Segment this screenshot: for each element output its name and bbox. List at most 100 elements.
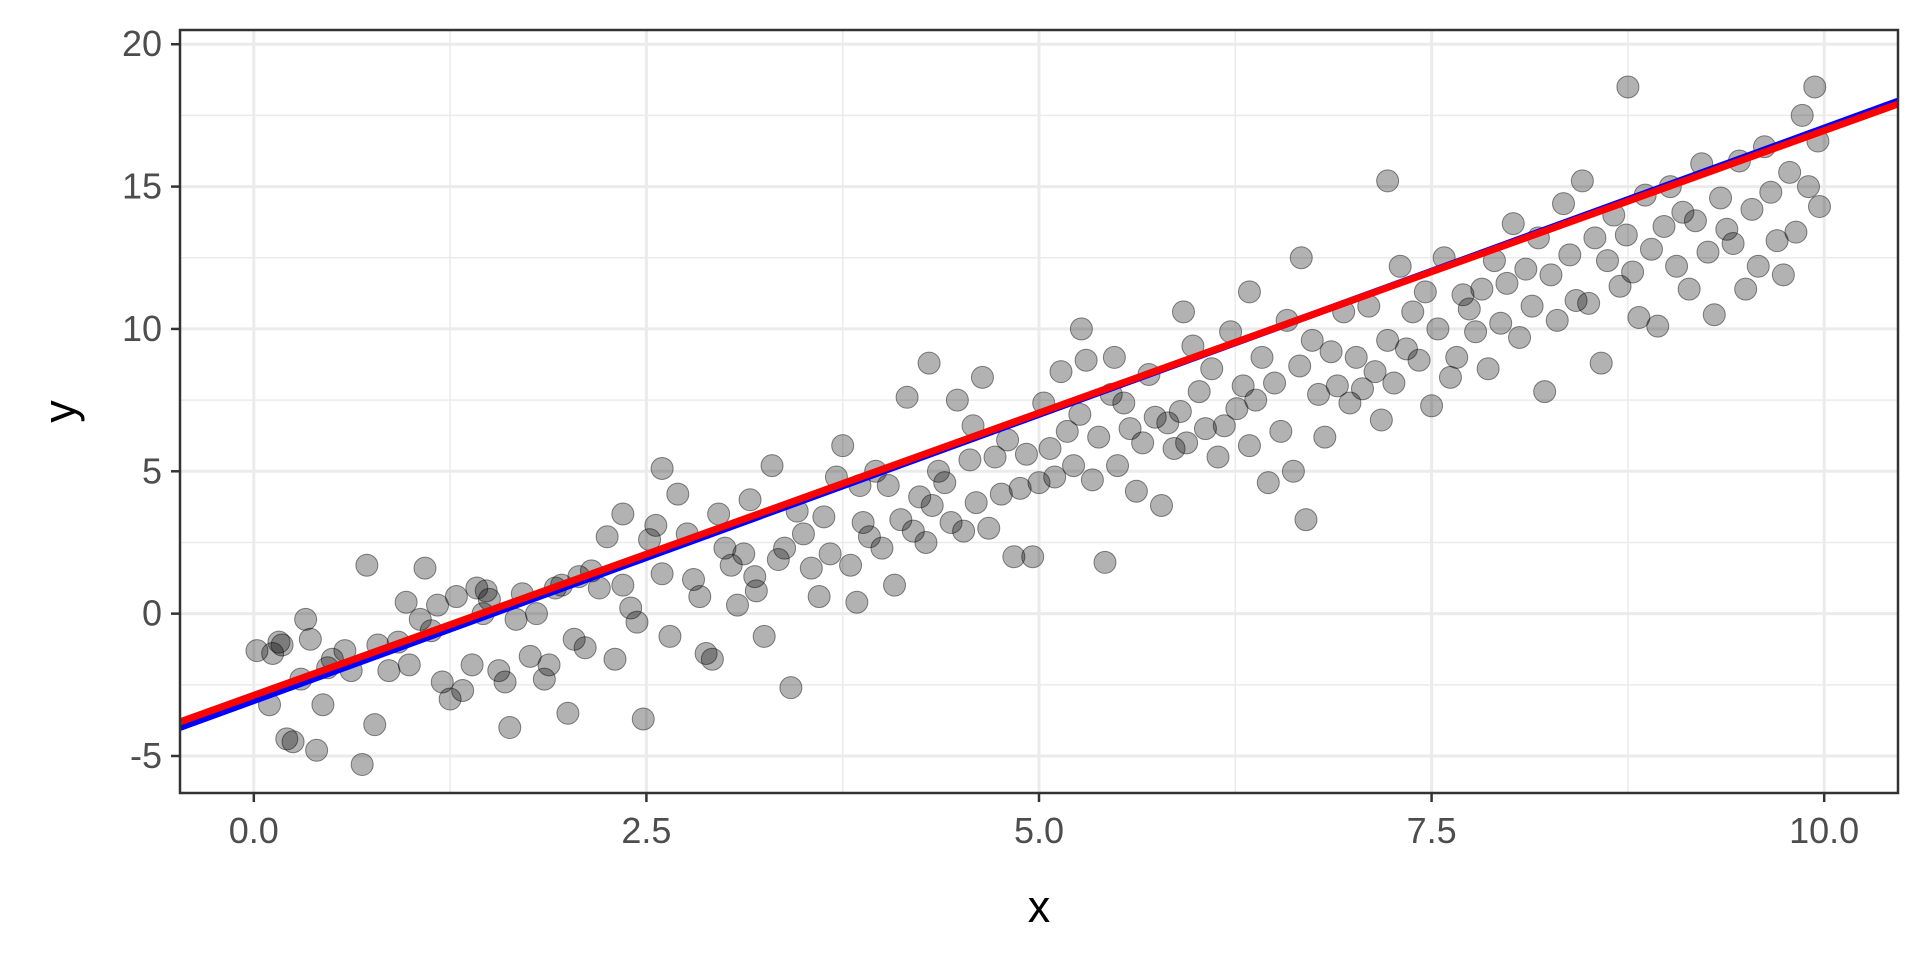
data-point bbox=[1344, 345, 1368, 369]
data-point bbox=[1074, 348, 1098, 372]
data-point bbox=[732, 542, 756, 566]
data-point bbox=[267, 630, 291, 654]
data-point bbox=[989, 482, 1013, 506]
data-point bbox=[945, 388, 969, 412]
data-point bbox=[487, 659, 511, 683]
data-point bbox=[839, 553, 863, 577]
data-point bbox=[1715, 217, 1739, 241]
data-point bbox=[1595, 249, 1619, 273]
data-point bbox=[719, 553, 743, 577]
data-point bbox=[1564, 288, 1588, 312]
data-point bbox=[1087, 425, 1111, 449]
data-point bbox=[1696, 240, 1720, 264]
data-point bbox=[1616, 75, 1640, 99]
data-point bbox=[1062, 454, 1086, 478]
data-point bbox=[933, 471, 957, 495]
data-point bbox=[1520, 294, 1544, 318]
data-point bbox=[939, 511, 963, 535]
y-axis-ticks: -5 0 5 10 15 20 bbox=[122, 23, 180, 776]
data-point bbox=[1621, 260, 1645, 284]
x-axis-ticks: 0.0 2.5 5.0 7.5 10.0 bbox=[229, 793, 1859, 851]
data-point bbox=[1038, 437, 1062, 461]
data-point bbox=[1143, 405, 1167, 429]
data-point bbox=[694, 641, 718, 665]
data-point bbox=[1049, 360, 1073, 384]
data-point bbox=[1237, 280, 1261, 304]
data-point bbox=[658, 624, 682, 648]
data-point bbox=[1796, 175, 1820, 199]
data-point bbox=[958, 448, 982, 472]
data-point bbox=[1413, 280, 1437, 304]
data-point bbox=[1080, 468, 1104, 492]
data-point bbox=[1263, 371, 1287, 395]
data-point bbox=[1131, 431, 1155, 455]
data-point bbox=[1008, 476, 1032, 500]
data-point bbox=[1807, 195, 1831, 219]
data-point bbox=[1501, 212, 1525, 236]
data-point bbox=[281, 730, 305, 754]
data-point bbox=[1162, 437, 1186, 461]
data-point bbox=[631, 707, 655, 731]
data-point bbox=[1256, 471, 1280, 495]
y-tick-label: 5 bbox=[142, 450, 162, 491]
data-point bbox=[666, 482, 690, 506]
data-point bbox=[498, 716, 522, 740]
data-point bbox=[1639, 237, 1663, 261]
data-point bbox=[1778, 160, 1802, 184]
data-point bbox=[355, 553, 379, 577]
data-point bbox=[377, 659, 401, 683]
data-point bbox=[1156, 411, 1180, 435]
data-point bbox=[1281, 459, 1305, 483]
data-point bbox=[1237, 434, 1261, 458]
data-point bbox=[977, 516, 1001, 540]
data-point bbox=[595, 525, 619, 549]
data-point bbox=[766, 548, 790, 572]
data-point bbox=[895, 385, 919, 409]
data-point bbox=[294, 607, 318, 631]
data-point bbox=[831, 434, 855, 458]
data-point bbox=[1376, 169, 1400, 193]
data-point bbox=[1289, 246, 1313, 270]
data-point bbox=[743, 565, 767, 589]
data-point bbox=[1765, 229, 1789, 253]
data-point bbox=[1652, 214, 1676, 238]
data-point bbox=[1702, 303, 1726, 327]
data-point bbox=[889, 508, 913, 532]
data-point bbox=[1771, 263, 1795, 287]
data-point bbox=[713, 536, 737, 560]
data-point bbox=[1608, 274, 1632, 298]
data-point bbox=[562, 627, 586, 651]
data-point bbox=[1112, 391, 1136, 415]
data-point bbox=[1021, 545, 1045, 569]
data-point bbox=[725, 593, 749, 617]
data-point bbox=[807, 585, 831, 609]
data-point bbox=[738, 488, 762, 512]
data-point bbox=[1545, 308, 1569, 332]
data-point bbox=[799, 556, 823, 580]
data-point bbox=[1225, 397, 1249, 421]
data-point bbox=[1589, 351, 1613, 375]
data-point bbox=[1671, 200, 1695, 224]
data-point bbox=[1470, 277, 1494, 301]
data-point bbox=[1288, 354, 1312, 378]
data-point bbox=[245, 639, 269, 663]
data-point bbox=[1102, 345, 1126, 369]
data-point bbox=[408, 607, 432, 631]
data-point bbox=[1106, 454, 1130, 478]
data-point bbox=[952, 519, 976, 543]
data-point bbox=[1307, 382, 1331, 406]
data-point bbox=[857, 525, 881, 549]
data-point bbox=[1175, 431, 1199, 455]
data-point bbox=[1445, 345, 1469, 369]
data-point bbox=[744, 579, 768, 603]
data-points bbox=[245, 75, 1831, 777]
data-point bbox=[1394, 337, 1418, 361]
data-point bbox=[688, 585, 712, 609]
data-point bbox=[1313, 425, 1337, 449]
data-point bbox=[298, 627, 322, 651]
data-point bbox=[1539, 263, 1563, 287]
data-point bbox=[1244, 388, 1268, 412]
data-point bbox=[1388, 254, 1412, 278]
grid-lines bbox=[180, 30, 1898, 793]
